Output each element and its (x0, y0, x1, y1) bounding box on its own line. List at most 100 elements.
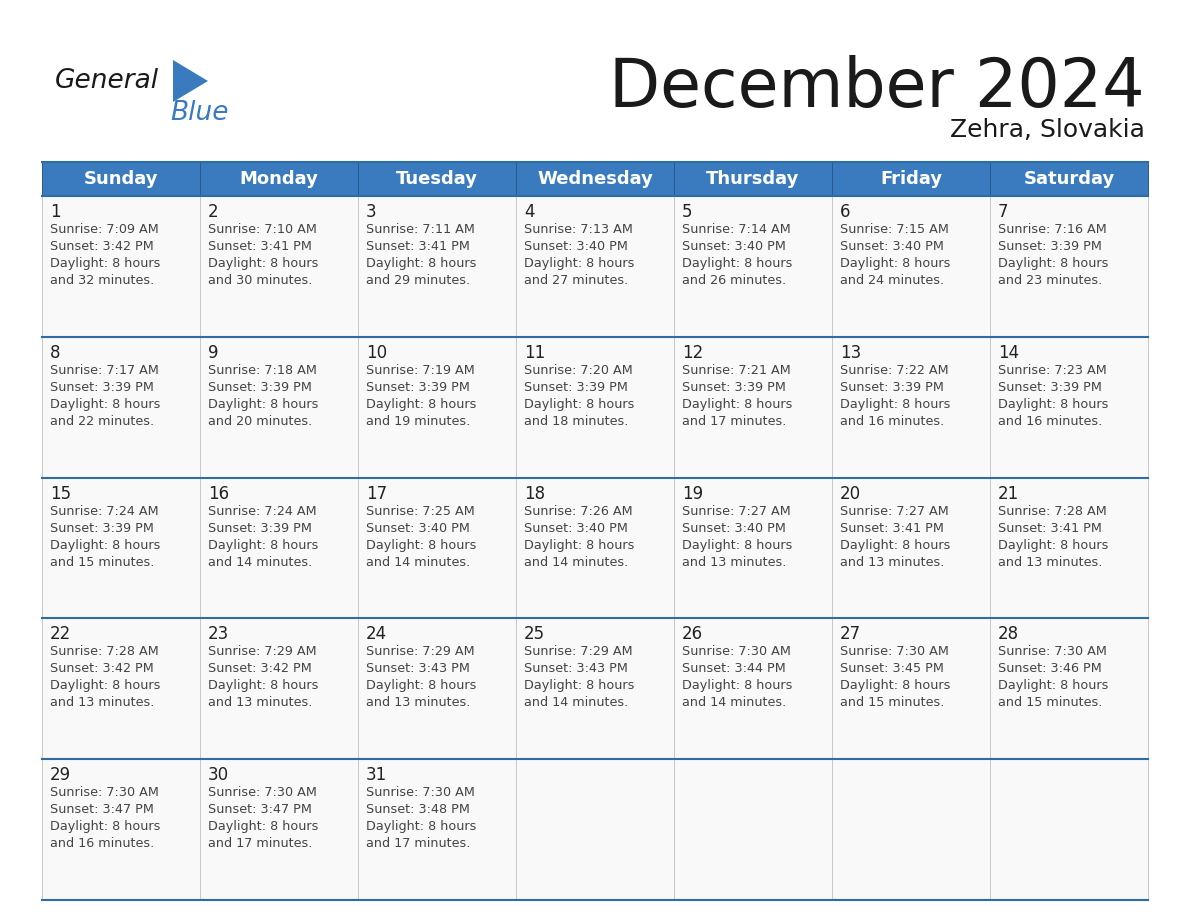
Text: Sunrise: 7:23 AM: Sunrise: 7:23 AM (998, 364, 1107, 376)
Text: Sunrise: 7:21 AM: Sunrise: 7:21 AM (682, 364, 791, 376)
Text: 8: 8 (50, 344, 61, 362)
Bar (358, 196, 516, 337)
Text: Sunrise: 7:11 AM: Sunrise: 7:11 AM (366, 223, 475, 236)
Bar (832, 477, 990, 619)
Text: Sunrise: 7:29 AM: Sunrise: 7:29 AM (366, 645, 475, 658)
Text: Sunset: 3:41 PM: Sunset: 3:41 PM (208, 240, 312, 253)
Bar (42, 337, 200, 477)
Bar (358, 337, 516, 477)
Text: Daylight: 8 hours: Daylight: 8 hours (682, 679, 792, 692)
Text: Sunrise: 7:28 AM: Sunrise: 7:28 AM (998, 505, 1107, 518)
Text: Sunrise: 7:29 AM: Sunrise: 7:29 AM (208, 645, 317, 658)
Text: 13: 13 (840, 344, 861, 362)
Text: 3: 3 (366, 203, 377, 221)
Bar (358, 619, 516, 759)
Bar (832, 162, 990, 196)
Text: 19: 19 (682, 485, 703, 502)
Text: and 24 minutes.: and 24 minutes. (840, 274, 944, 287)
Text: 28: 28 (998, 625, 1019, 644)
Text: and 13 minutes.: and 13 minutes. (208, 697, 312, 710)
Text: Daylight: 8 hours: Daylight: 8 hours (524, 257, 634, 270)
Text: Daylight: 8 hours: Daylight: 8 hours (208, 397, 318, 410)
Text: Daylight: 8 hours: Daylight: 8 hours (840, 397, 950, 410)
Bar (200, 196, 358, 337)
Text: and 14 minutes.: and 14 minutes. (524, 697, 628, 710)
Bar (832, 619, 990, 759)
Bar (990, 337, 1148, 477)
Bar (516, 162, 674, 196)
Bar (358, 162, 516, 196)
Text: and 13 minutes.: and 13 minutes. (366, 697, 470, 710)
Text: 21: 21 (998, 485, 1019, 502)
Text: and 15 minutes.: and 15 minutes. (998, 697, 1102, 710)
Text: 12: 12 (682, 344, 703, 362)
Text: Sunrise: 7:30 AM: Sunrise: 7:30 AM (50, 786, 159, 800)
Text: 2: 2 (208, 203, 219, 221)
Text: Sunrise: 7:19 AM: Sunrise: 7:19 AM (366, 364, 475, 376)
Text: 16: 16 (208, 485, 229, 502)
Text: 9: 9 (208, 344, 219, 362)
Text: Daylight: 8 hours: Daylight: 8 hours (50, 679, 160, 692)
Text: Sunrise: 7:14 AM: Sunrise: 7:14 AM (682, 223, 791, 236)
Text: Sunrise: 7:10 AM: Sunrise: 7:10 AM (208, 223, 317, 236)
Text: Sunrise: 7:30 AM: Sunrise: 7:30 AM (366, 786, 475, 800)
Bar (674, 619, 832, 759)
Text: Sunday: Sunday (83, 170, 158, 188)
Text: and 16 minutes.: and 16 minutes. (998, 415, 1102, 428)
Bar (200, 759, 358, 900)
Text: Sunrise: 7:30 AM: Sunrise: 7:30 AM (208, 786, 317, 800)
Bar (42, 759, 200, 900)
Bar (990, 196, 1148, 337)
Text: Sunset: 3:43 PM: Sunset: 3:43 PM (366, 663, 470, 676)
Text: General: General (55, 68, 159, 94)
Text: and 32 minutes.: and 32 minutes. (50, 274, 154, 287)
Text: Sunset: 3:48 PM: Sunset: 3:48 PM (366, 803, 470, 816)
Bar (516, 477, 674, 619)
Text: Sunset: 3:41 PM: Sunset: 3:41 PM (366, 240, 470, 253)
Bar (832, 337, 990, 477)
Text: Blue: Blue (170, 100, 228, 126)
Text: Daylight: 8 hours: Daylight: 8 hours (366, 539, 476, 552)
Bar (516, 337, 674, 477)
Text: 5: 5 (682, 203, 693, 221)
Text: Sunset: 3:47 PM: Sunset: 3:47 PM (50, 803, 154, 816)
Bar (200, 337, 358, 477)
Text: Sunrise: 7:25 AM: Sunrise: 7:25 AM (366, 505, 475, 518)
Text: Sunrise: 7:27 AM: Sunrise: 7:27 AM (840, 505, 949, 518)
Text: Sunrise: 7:22 AM: Sunrise: 7:22 AM (840, 364, 949, 376)
Text: Daylight: 8 hours: Daylight: 8 hours (524, 397, 634, 410)
Bar (358, 759, 516, 900)
Bar (42, 162, 200, 196)
Text: Daylight: 8 hours: Daylight: 8 hours (208, 679, 318, 692)
Text: Daylight: 8 hours: Daylight: 8 hours (208, 539, 318, 552)
Text: Saturday: Saturday (1023, 170, 1114, 188)
Text: Sunset: 3:40 PM: Sunset: 3:40 PM (524, 521, 628, 534)
Text: 25: 25 (524, 625, 545, 644)
Bar (516, 196, 674, 337)
Bar (200, 477, 358, 619)
Text: and 17 minutes.: and 17 minutes. (682, 415, 786, 428)
Text: Sunset: 3:39 PM: Sunset: 3:39 PM (998, 240, 1102, 253)
Text: Sunset: 3:39 PM: Sunset: 3:39 PM (208, 521, 312, 534)
Text: Sunrise: 7:18 AM: Sunrise: 7:18 AM (208, 364, 317, 376)
Text: Daylight: 8 hours: Daylight: 8 hours (998, 539, 1108, 552)
Text: and 27 minutes.: and 27 minutes. (524, 274, 628, 287)
Text: Daylight: 8 hours: Daylight: 8 hours (50, 820, 160, 834)
Text: Daylight: 8 hours: Daylight: 8 hours (366, 257, 476, 270)
Text: Sunset: 3:42 PM: Sunset: 3:42 PM (50, 240, 153, 253)
Text: and 22 minutes.: and 22 minutes. (50, 415, 154, 428)
Bar (674, 196, 832, 337)
Text: and 13 minutes.: and 13 minutes. (50, 697, 154, 710)
Text: Daylight: 8 hours: Daylight: 8 hours (840, 679, 950, 692)
Text: 7: 7 (998, 203, 1009, 221)
Text: Sunset: 3:47 PM: Sunset: 3:47 PM (208, 803, 312, 816)
Text: Daylight: 8 hours: Daylight: 8 hours (998, 257, 1108, 270)
Text: 10: 10 (366, 344, 387, 362)
Bar (832, 196, 990, 337)
Text: and 29 minutes.: and 29 minutes. (366, 274, 470, 287)
Bar (832, 759, 990, 900)
Text: Sunset: 3:41 PM: Sunset: 3:41 PM (840, 521, 944, 534)
Text: Sunrise: 7:29 AM: Sunrise: 7:29 AM (524, 645, 633, 658)
Bar (674, 162, 832, 196)
Text: Sunrise: 7:24 AM: Sunrise: 7:24 AM (50, 505, 159, 518)
